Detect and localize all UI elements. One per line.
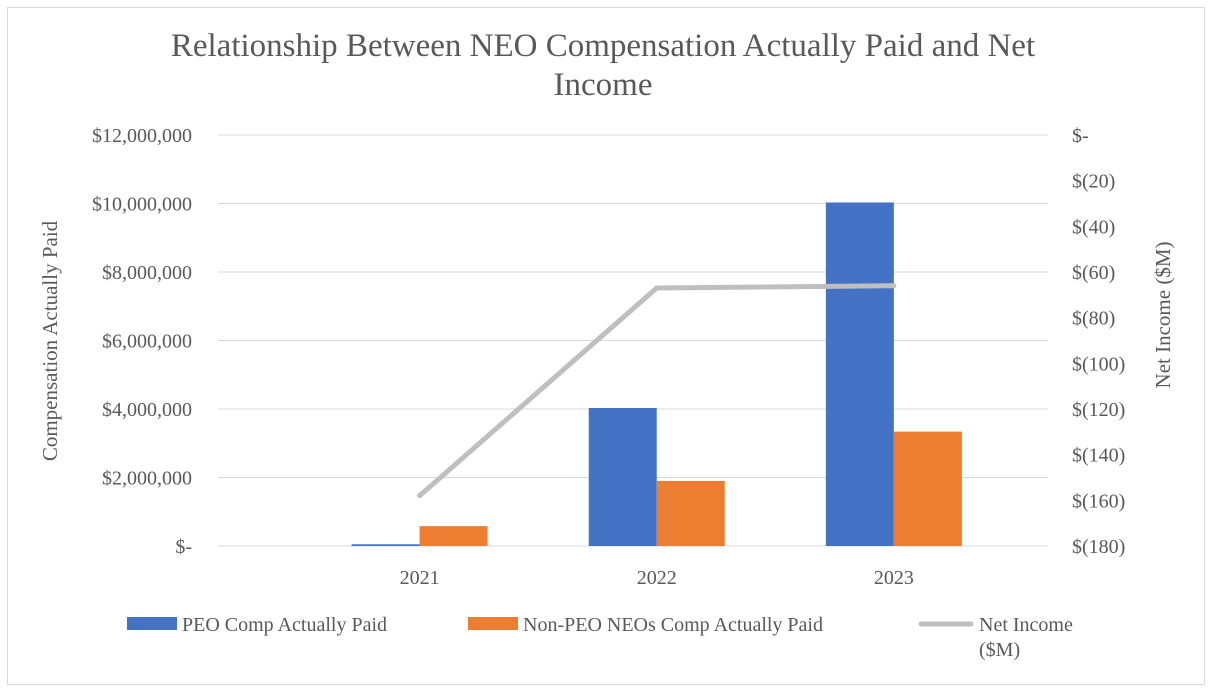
chart-title: Relationship Between NEO Compensation Ac… <box>171 28 1035 103</box>
legend-label-peo: PEO Comp Actually Paid <box>182 614 387 636</box>
bar-non-peo-2022 <box>656 480 725 546</box>
right-axis-title: Net Income ($M) <box>1151 242 1175 389</box>
right-axis-tick-label: $(80) <box>1072 308 1115 330</box>
right-axis-tick-label: $- <box>1072 125 1089 147</box>
right-axis-tick-label: $(120) <box>1072 399 1125 421</box>
left-axis-tick-labels: $- $2,000,000 $4,000,000 $6,000,000 $8,000,0… <box>92 125 192 558</box>
right-axis-tick-label: $(60) <box>1072 262 1115 284</box>
right-axis-tick-label: $(20) <box>1072 171 1115 193</box>
right-axis-tick-label: $(140) <box>1072 445 1125 467</box>
left-axis-tick-label: $8,000,000 <box>102 262 192 284</box>
bars <box>351 202 962 546</box>
bar-peo-2023 <box>825 202 894 546</box>
left-axis-tick-label: $- <box>175 536 192 558</box>
x-axis-tick-label: 2023 <box>874 567 914 589</box>
right-axis-tick-label: $(180) <box>1072 536 1125 558</box>
left-axis-tick-label: $10,000,000 <box>92 194 192 216</box>
bar-peo-2021 <box>351 544 420 546</box>
left-axis-tick-label: $12,000,000 <box>92 125 192 147</box>
x-axis-tick-label: 2021 <box>400 567 440 589</box>
bar-peo-2022 <box>588 407 657 546</box>
right-axis-tick-label: $(40) <box>1072 216 1115 238</box>
left-axis-tick-label: $6,000,000 <box>102 331 192 353</box>
right-axis-tick-label: $(100) <box>1072 353 1125 375</box>
legend-swatch-non-peo <box>468 617 518 630</box>
chart-frame <box>7 7 1205 685</box>
bar-non-peo-2023 <box>893 431 962 546</box>
left-axis-tick-label: $4,000,000 <box>102 399 192 421</box>
right-axis-tick-label: $(160) <box>1072 490 1125 512</box>
legend: PEO Comp Actually Paid Non-PEO NEOs Comp … <box>127 614 1073 661</box>
legend-swatch-peo <box>127 617 177 630</box>
left-axis-title: Compensation Actually Paid <box>38 220 62 461</box>
chart-title-line-2: Income <box>554 67 653 103</box>
net-income-line-path <box>417 283 897 499</box>
bar-non-peo-2021 <box>419 526 488 546</box>
left-axis-tick-label: $2,000,000 <box>102 468 192 490</box>
net-income-line <box>417 283 897 499</box>
x-axis-tick-labels: 2021 2022 2023 <box>400 567 914 589</box>
legend-label-non-peo: Non-PEO NEOs Comp Actually Paid <box>523 614 823 636</box>
legend-label-net-income-line-2: ($M) <box>979 639 1020 661</box>
chart-title-line-1: Relationship Between NEO Compensation Ac… <box>171 28 1035 64</box>
x-axis-tick-label: 2022 <box>637 567 677 589</box>
right-axis-tick-labels: $(180) $(160) $(140) $(120) $(100) $(80) $(60)… <box>1072 125 1125 558</box>
legend-label-net-income-line-1: Net Income <box>979 614 1073 636</box>
